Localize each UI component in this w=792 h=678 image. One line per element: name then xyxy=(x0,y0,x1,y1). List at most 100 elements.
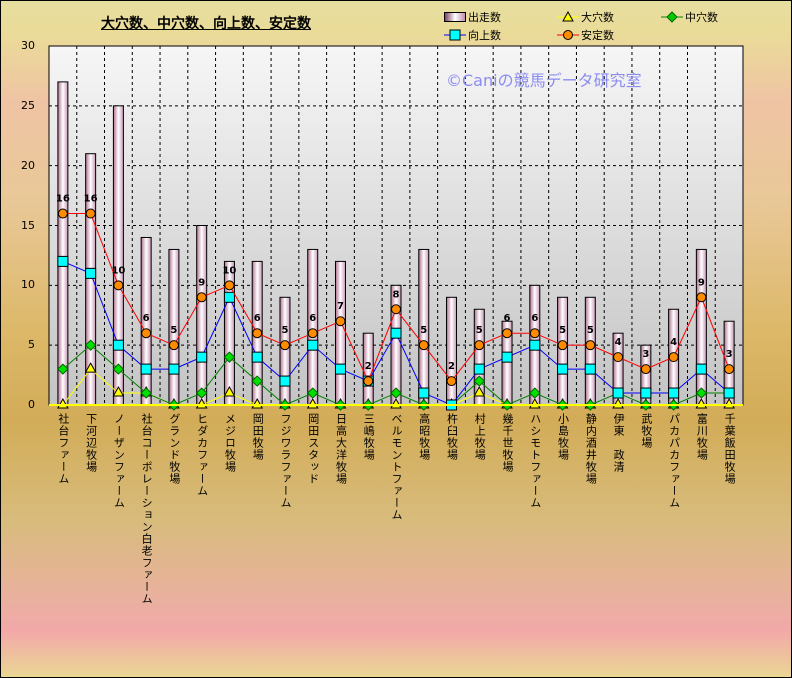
marker-koujou xyxy=(57,255,69,267)
data-label: 4 xyxy=(615,337,622,348)
data-label: 5 xyxy=(281,325,288,336)
bar-shusso xyxy=(307,248,319,406)
triangle-icon xyxy=(557,11,579,22)
marker-koujou xyxy=(723,387,735,399)
marker-antei xyxy=(724,364,735,375)
x-tick-label: 高昭牧場 xyxy=(417,413,431,461)
x-tick-label: ノーザンファーム xyxy=(112,413,126,509)
x-tick-label: 富川牧場 xyxy=(695,413,709,461)
x-tick-label: パカパカファーム xyxy=(667,413,681,509)
marker-koujou xyxy=(668,387,680,399)
marker-antei xyxy=(335,316,346,327)
marker-antei xyxy=(252,328,263,339)
data-label: 16 xyxy=(56,194,70,205)
data-label: 5 xyxy=(476,325,483,336)
x-tick-label: 岡田牧場 xyxy=(251,413,265,461)
marker-antei xyxy=(307,328,318,339)
x-tick-label: 杵臼牧場 xyxy=(445,413,459,461)
data-label: 5 xyxy=(420,325,427,336)
marker-chuana xyxy=(140,387,152,399)
data-label: 6 xyxy=(254,313,261,324)
bar-shusso xyxy=(112,105,124,406)
x-tick-label: 岡田スタッド xyxy=(306,413,320,485)
x-tick-label: ヒダカファーム xyxy=(195,413,209,497)
y-tick-label: 5 xyxy=(28,338,35,352)
watermark: ©Caniの競馬データ研究室 xyxy=(446,71,642,90)
marker-koujou xyxy=(473,363,485,375)
marker-koujou xyxy=(223,291,235,303)
legend-item-chuana: 中穴数 xyxy=(661,9,718,25)
bar-shusso xyxy=(557,296,569,406)
marker-koujou xyxy=(557,363,569,375)
x-tick-label: 静内酒井牧場 xyxy=(584,413,598,485)
x-tick-label: ベルモントファーム xyxy=(390,413,403,521)
data-label: 6 xyxy=(143,313,150,324)
marker-chuana xyxy=(307,387,319,399)
marker-koujou xyxy=(418,387,430,399)
marker-koujou xyxy=(640,387,652,399)
data-label: 10 xyxy=(111,265,125,276)
marker-koujou xyxy=(390,327,402,339)
x-tick-label: 武牧場 xyxy=(639,413,653,449)
data-label: 5 xyxy=(559,325,566,336)
data-label: 5 xyxy=(170,325,177,336)
marker-antei xyxy=(557,340,568,351)
x-tick-label: 社台ファーム xyxy=(56,413,70,485)
bar-shusso xyxy=(584,296,596,406)
legend-label: 中穴数 xyxy=(685,11,718,24)
marker-koujou xyxy=(279,375,291,387)
marker-antei xyxy=(168,340,179,351)
marker-chuana xyxy=(473,375,485,387)
x-tick-label: 幾千世牧場 xyxy=(501,413,515,473)
marker-antei xyxy=(446,376,457,387)
marker-koujou xyxy=(695,363,707,375)
marker-daiana xyxy=(112,386,125,397)
circle-icon xyxy=(557,30,579,40)
marker-koujou xyxy=(112,339,124,351)
marker-chuana xyxy=(57,363,69,375)
data-label: 9 xyxy=(198,277,205,288)
data-label: 16 xyxy=(84,194,98,205)
legend-item-bar: 出走数 xyxy=(444,9,501,25)
marker-antei xyxy=(224,280,235,291)
y-tick-label: 30 xyxy=(21,39,35,52)
chart-title: 大穴数、中穴数、向上数、安定数 xyxy=(101,16,311,32)
marker-antei xyxy=(529,328,540,339)
marker-koujou xyxy=(85,267,97,279)
marker-chuana xyxy=(390,387,402,399)
legend-label: 出走数 xyxy=(468,11,501,24)
data-label: 3 xyxy=(642,349,649,360)
data-label: 6 xyxy=(531,313,538,324)
bar-shusso xyxy=(279,296,291,406)
marker-antei xyxy=(418,340,429,351)
x-tick-label: 社台コーポレーション白老ファーム xyxy=(140,413,154,605)
bar-shusso xyxy=(334,260,346,406)
marker-antei xyxy=(113,280,124,291)
legend-bar-swatch xyxy=(444,12,466,22)
marker-koujou xyxy=(251,351,263,363)
square-icon xyxy=(444,29,466,41)
marker-antei xyxy=(585,340,596,351)
x-tick-label: 小島牧場 xyxy=(556,413,570,461)
y-tick-label: 0 xyxy=(28,398,35,411)
marker-antei xyxy=(502,328,513,339)
marker-antei xyxy=(196,292,207,303)
x-tick-label: ハシモトファーム xyxy=(528,413,542,509)
y-tick-label: 15 xyxy=(21,218,35,232)
data-label: 10 xyxy=(222,265,236,276)
x-tick-label: 村上牧場 xyxy=(473,413,487,461)
marker-antei xyxy=(391,304,401,315)
data-label: 8 xyxy=(393,289,400,300)
marker-chuana xyxy=(251,375,263,387)
marker-daiana xyxy=(223,386,236,397)
marker-koujou xyxy=(529,339,541,351)
x-tick-label: フジワラファーム xyxy=(278,413,292,509)
legend-label: 安定数 xyxy=(581,29,614,42)
marker-chuana xyxy=(529,387,541,399)
bar-shusso xyxy=(390,284,402,406)
x-tick-label: 日高大洋牧場 xyxy=(334,413,348,485)
y-tick-label: 25 xyxy=(21,98,35,112)
marker-antei xyxy=(640,364,651,375)
marker-chuana xyxy=(195,387,208,399)
legend-item-koujou: 向上数 xyxy=(444,27,501,43)
